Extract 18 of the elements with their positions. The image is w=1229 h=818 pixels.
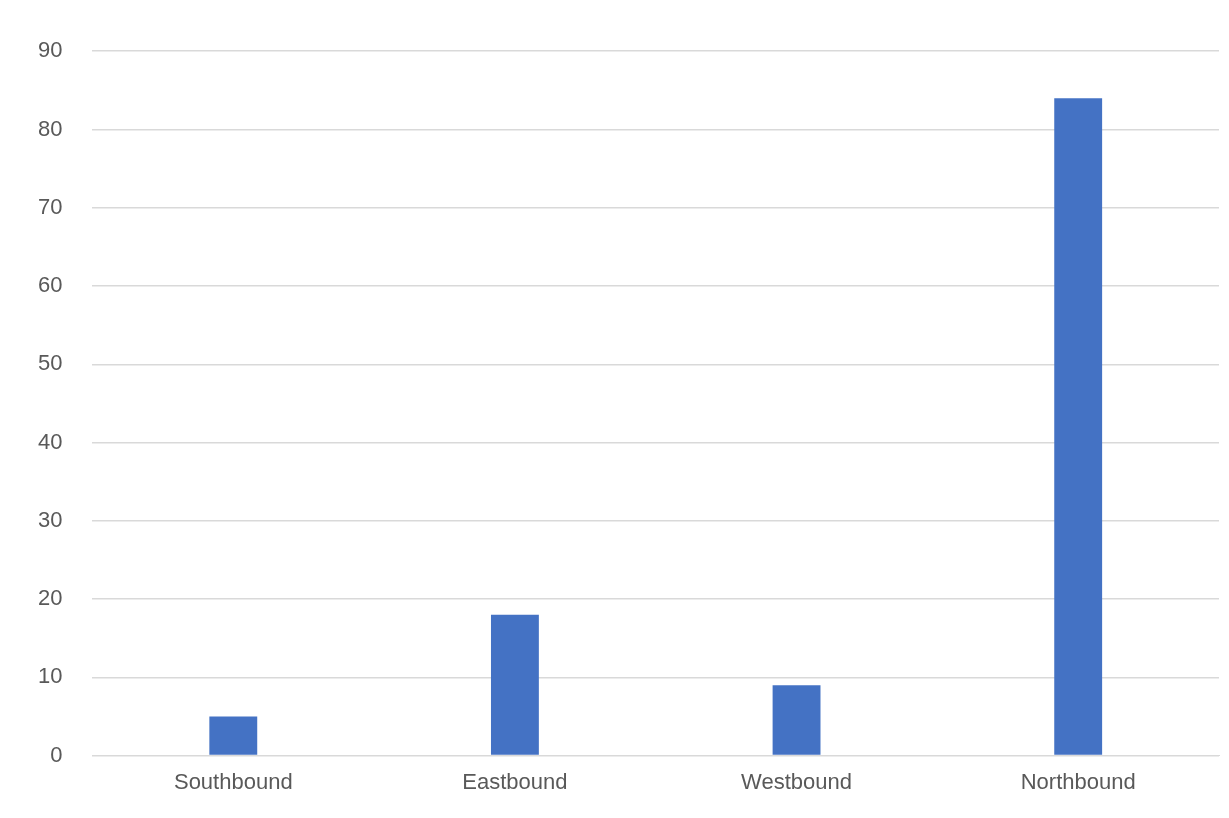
bar [490,614,539,755]
bar [772,685,821,755]
y-tick-label: 50 [37,350,63,376]
y-tick-label: 20 [37,585,63,611]
bar [209,716,258,755]
x-tick-label: Westbound [741,768,852,794]
y-tick-label: 80 [37,115,63,141]
x-tick-label: Northbound [1020,768,1136,794]
y-tick-label: 60 [37,272,63,298]
y-tick-label: 40 [37,428,63,454]
bar [1054,98,1103,755]
y-tick-label: 90 [37,37,63,63]
x-tick-label: Eastbound [462,768,568,794]
y-tick-label: 70 [37,193,63,219]
y-tick-label: 0 [50,741,63,767]
y-tick-label: 10 [37,663,63,689]
x-tick-label: Southbound [173,768,293,794]
y-tick-label: 30 [37,506,63,532]
